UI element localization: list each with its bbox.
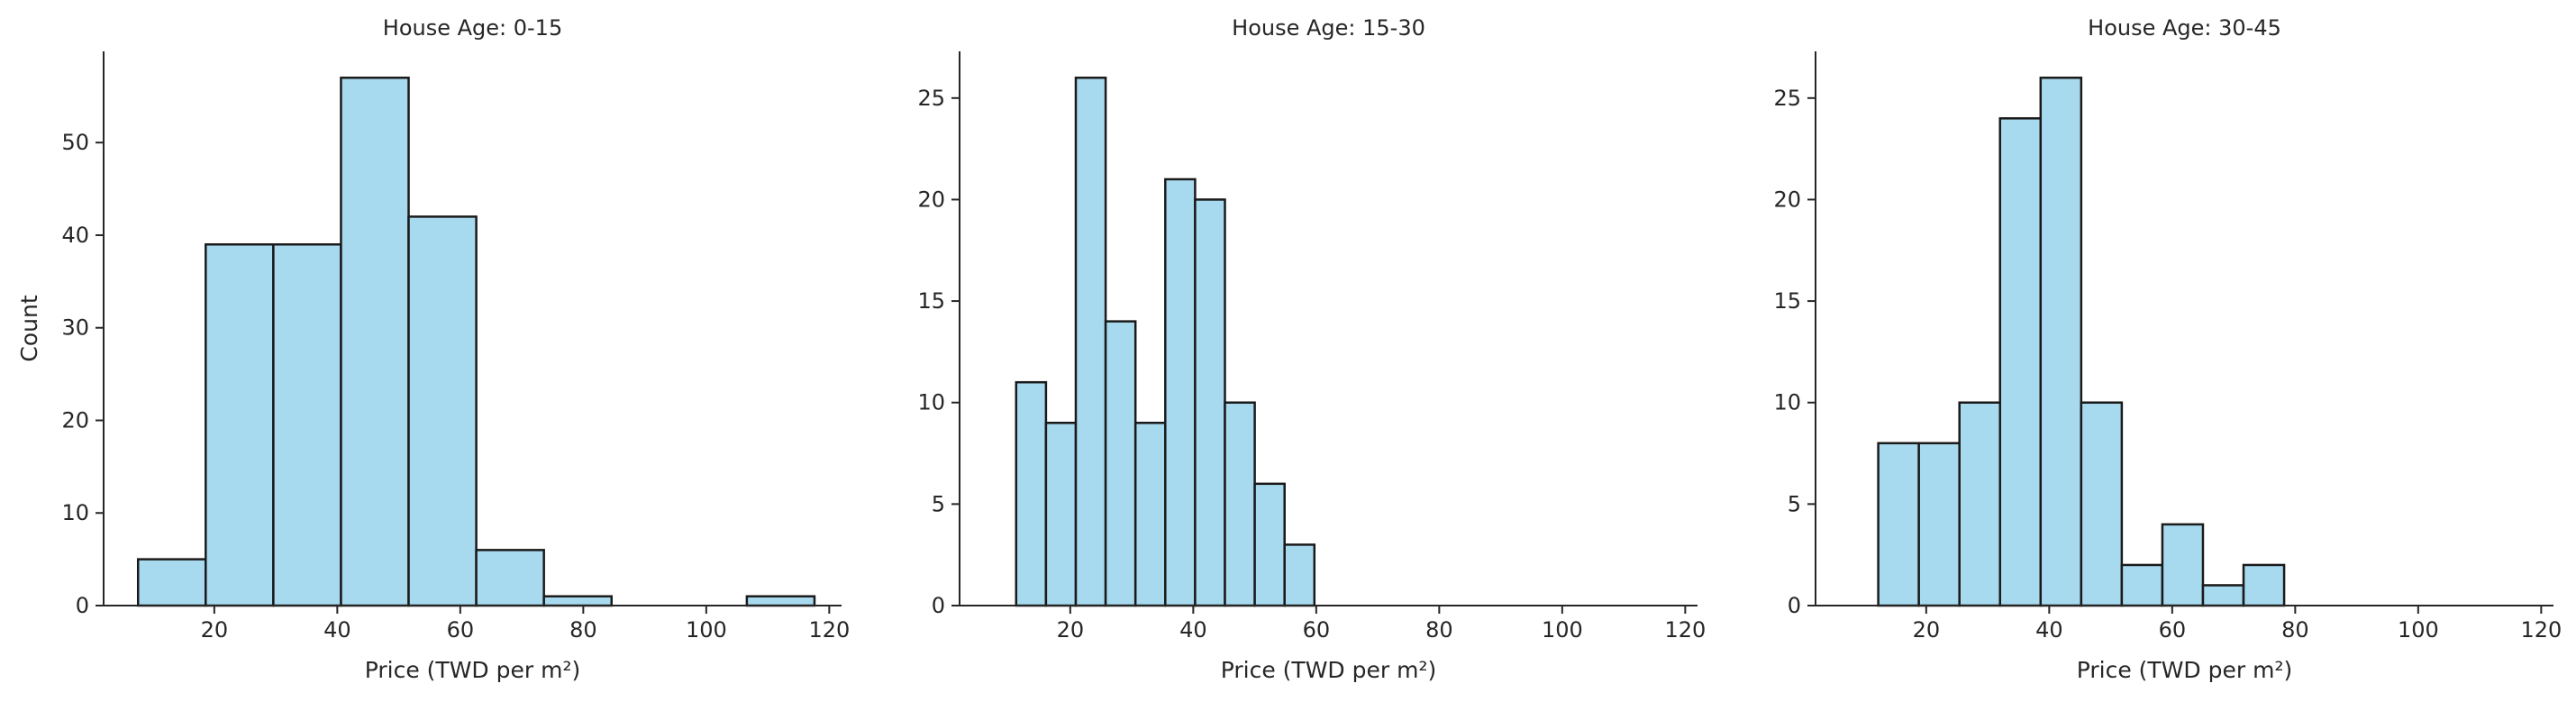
y-tick-label: 0 bbox=[76, 593, 89, 618]
histogram-bar bbox=[2120, 563, 2164, 607]
x-tick-label: 120 bbox=[808, 617, 850, 643]
histogram-bar bbox=[1283, 543, 1316, 607]
y-tick-label: 15 bbox=[917, 288, 945, 314]
x-tick-label: 40 bbox=[1179, 617, 1207, 643]
x-tick-label: 20 bbox=[201, 617, 229, 643]
x-tick-label: 40 bbox=[2035, 617, 2063, 643]
histogram-bar bbox=[1877, 442, 1920, 607]
histogram-bar bbox=[1133, 422, 1167, 607]
histogram-bar bbox=[1224, 401, 1256, 607]
x-tick-label: 120 bbox=[1664, 617, 1706, 643]
y-tick-label: 20 bbox=[1773, 187, 1801, 212]
histogram-bar bbox=[1164, 178, 1197, 607]
y-tick-label: 5 bbox=[1788, 491, 1801, 516]
y-tick-label: 0 bbox=[1788, 593, 1801, 618]
histogram-bar bbox=[2080, 401, 2124, 607]
y-tick-label: 5 bbox=[932, 491, 945, 516]
panel-title: House Age: 0-15 bbox=[383, 15, 562, 41]
histogram-bar bbox=[2039, 77, 2083, 607]
histogram-bar bbox=[1998, 117, 2043, 607]
histogram-bar bbox=[745, 595, 816, 607]
y-tick-label: 40 bbox=[61, 223, 89, 248]
histogram-bar bbox=[1044, 422, 1078, 607]
y-tick-label: 10 bbox=[61, 500, 89, 525]
histogram-bar bbox=[136, 558, 207, 607]
histogram-bar bbox=[1074, 77, 1107, 607]
y-tick-label: 30 bbox=[61, 315, 89, 341]
histogram-bar bbox=[1958, 401, 2002, 607]
x-tick-label: 60 bbox=[447, 617, 475, 643]
x-tick-label: 100 bbox=[2398, 617, 2439, 643]
histogram-bar bbox=[407, 215, 478, 607]
x-tick-label: 80 bbox=[569, 617, 597, 643]
x-tick-label: 60 bbox=[2159, 617, 2187, 643]
histogram-panel-age-30-45: House Age: 30-45 Price (TWD per m²) 20 40… bbox=[1773, 15, 2562, 683]
y-axis-label: Count bbox=[16, 295, 42, 361]
histogram-bar bbox=[2161, 523, 2205, 607]
histogram-bar bbox=[1253, 482, 1286, 607]
x-axis-label: Price (TWD per m²) bbox=[365, 657, 580, 683]
x-axis-label: Price (TWD per m²) bbox=[1221, 657, 1436, 683]
y-tick-label: 25 bbox=[1773, 86, 1801, 111]
x-axis-label: Price (TWD per m²) bbox=[2077, 657, 2292, 683]
y-tick-label: 10 bbox=[1773, 390, 1801, 415]
y-tick-label: 10 bbox=[917, 390, 945, 415]
x-tick-label: 100 bbox=[1542, 617, 1583, 643]
x-tick-label: 120 bbox=[2520, 617, 2562, 643]
y-tick-label: 0 bbox=[932, 593, 945, 618]
histogram-bar bbox=[1917, 442, 1961, 607]
y-tick-label: 25 bbox=[917, 86, 945, 111]
y-tick-label: 15 bbox=[1773, 288, 1801, 314]
x-tick-label: 20 bbox=[1057, 617, 1085, 643]
histogram-bar bbox=[272, 242, 342, 607]
panel-title: House Age: 30-45 bbox=[2088, 15, 2281, 41]
histogram-bar bbox=[340, 77, 410, 607]
histogram-bar bbox=[475, 549, 545, 607]
histogram-bar bbox=[1194, 198, 1226, 607]
x-tick-label: 100 bbox=[686, 617, 727, 643]
histogram-panel-age-15-30: House Age: 15-30 Price (TWD per m²) 20 40… bbox=[917, 15, 1706, 683]
histogram-bar bbox=[205, 242, 275, 607]
y-tick-label: 20 bbox=[61, 407, 89, 433]
histogram-bar bbox=[1015, 380, 1048, 607]
histogram-bar bbox=[2242, 563, 2286, 607]
histogram-bar bbox=[1104, 320, 1137, 607]
x-tick-label: 80 bbox=[1425, 617, 1453, 643]
histogram-bar bbox=[542, 595, 613, 607]
histogram-bar bbox=[2201, 584, 2245, 607]
x-tick-label: 40 bbox=[323, 617, 351, 643]
y-tick-label: 50 bbox=[61, 130, 89, 155]
x-tick-label: 60 bbox=[1303, 617, 1331, 643]
x-tick-label: 80 bbox=[2281, 617, 2309, 643]
panel-title: House Age: 15-30 bbox=[1232, 15, 1425, 41]
y-tick-label: 20 bbox=[917, 187, 945, 212]
x-tick-label: 20 bbox=[1913, 617, 1941, 643]
histogram-panel-age-0-15: House Age: 0-15 Price (TWD per m²) Count… bbox=[16, 15, 850, 683]
